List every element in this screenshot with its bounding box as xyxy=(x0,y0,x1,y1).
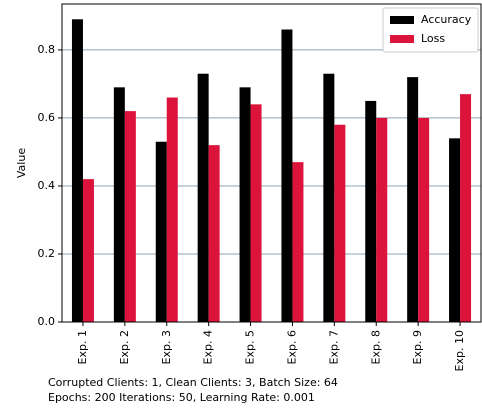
legend-swatch xyxy=(390,35,414,43)
bar xyxy=(113,87,125,322)
x-tick-label: Exp. 7 xyxy=(327,330,340,364)
bar xyxy=(250,104,262,323)
bar xyxy=(365,100,377,322)
x-tick-label: Exp. 6 xyxy=(285,330,298,364)
bar xyxy=(292,162,304,322)
y-tick-label: 0.4 xyxy=(38,179,56,192)
y-tick-label: 0.8 xyxy=(38,43,56,56)
bar xyxy=(71,19,83,323)
y-tick-label: 0.6 xyxy=(38,111,56,124)
x-tick-label: Exp. 10 xyxy=(453,330,466,371)
caption: Corrupted Clients: 1, Clean Clients: 3, … xyxy=(48,376,338,389)
x-tick-label: Exp. 9 xyxy=(411,330,424,364)
legend-swatch xyxy=(390,16,414,24)
y-tick-label: 0.2 xyxy=(38,247,56,260)
bar xyxy=(208,145,220,322)
bar xyxy=(407,77,419,323)
bar xyxy=(124,111,136,322)
bar xyxy=(376,117,388,323)
bar xyxy=(82,179,94,322)
bar xyxy=(460,94,472,322)
caption: Epochs: 200 Iterations: 50, Learning Rat… xyxy=(48,391,315,404)
bar xyxy=(197,73,209,322)
bar xyxy=(239,87,251,322)
bar xyxy=(281,29,293,322)
bar xyxy=(155,141,167,322)
x-tick-label: Exp. 4 xyxy=(202,330,215,364)
bar xyxy=(449,138,461,322)
y-tick-label: 0.0 xyxy=(38,315,56,328)
x-tick-label: Exp. 2 xyxy=(118,330,131,364)
bar xyxy=(323,73,335,322)
bar xyxy=(166,97,178,322)
axes-frame xyxy=(61,3,482,323)
legend-label: Loss xyxy=(421,32,445,45)
bar xyxy=(334,124,346,322)
legend-label: Accuracy xyxy=(421,13,472,26)
x-tick-label: Exp. 3 xyxy=(160,330,173,364)
x-tick-label: Exp. 5 xyxy=(244,330,257,364)
x-tick-label: Exp. 8 xyxy=(369,330,382,364)
x-tick-label: Exp. 1 xyxy=(76,330,89,364)
bar xyxy=(418,117,430,323)
y-axis-label: Value xyxy=(15,148,28,178)
